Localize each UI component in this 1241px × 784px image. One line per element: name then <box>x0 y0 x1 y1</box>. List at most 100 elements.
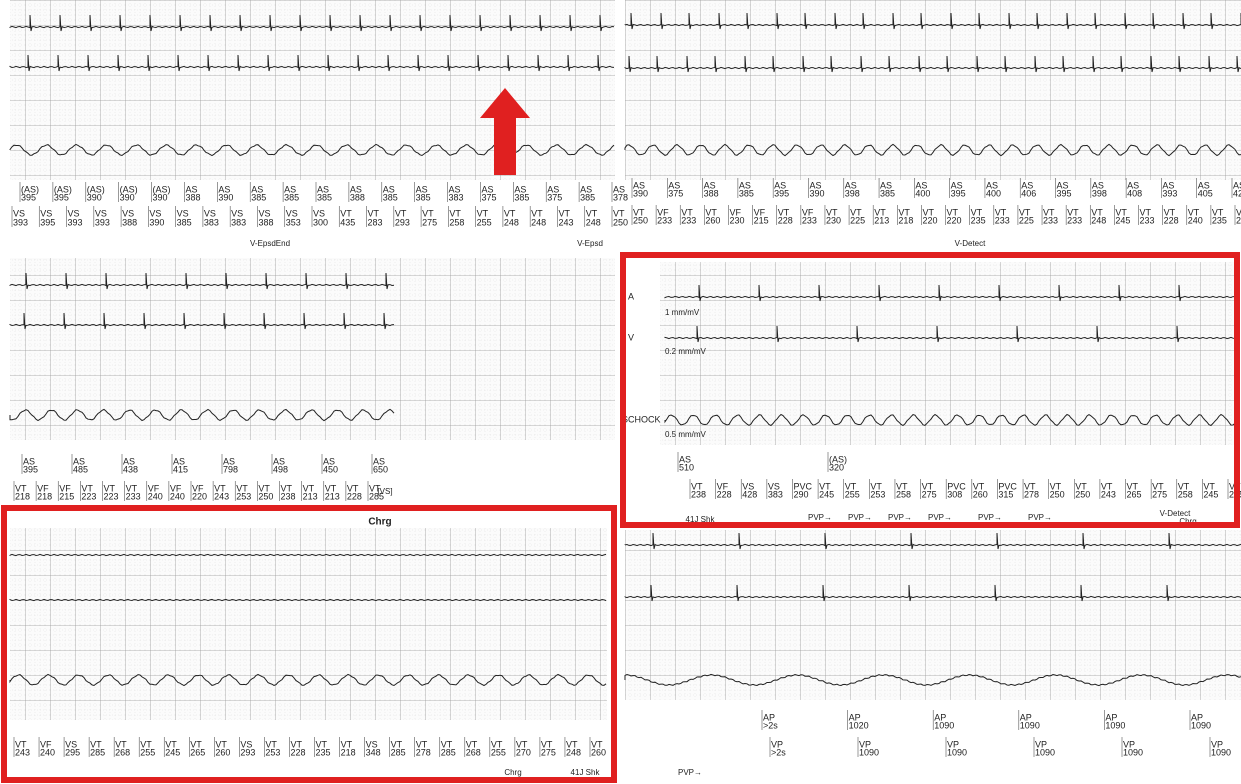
marker-interval: 320 <box>829 462 844 472</box>
marker-interval: 348 <box>366 747 381 757</box>
marker-interval: 215 <box>754 215 769 225</box>
annotation: V-EpsdEnd <box>250 239 290 248</box>
marker-interval: 395 <box>951 188 966 198</box>
ecg-printout: (AS)395(AS)395(AS)390(AS)390(AS)390AS388… <box>0 0 1241 784</box>
marker-interval: 218 <box>341 747 356 757</box>
marker-interval: 233 <box>1067 215 1082 225</box>
marker-interval: 388 <box>258 217 273 227</box>
marker-interval: 295 <box>65 747 80 757</box>
marker-interval: 260 <box>973 489 988 499</box>
scale-label: 1 mm/mV <box>665 308 700 317</box>
marker-interval: 248 <box>586 217 601 227</box>
marker-interval: 395 <box>40 217 55 227</box>
marker-interval: 245 <box>1203 489 1218 499</box>
marker-interval: 213 <box>325 491 340 501</box>
marker-interval: 253 <box>236 491 251 501</box>
marker-interval: 395 <box>774 188 789 198</box>
marker-interval: 253 <box>870 489 885 499</box>
channel-label: A <box>628 291 634 301</box>
marker-interval: 1090 <box>1123 747 1143 757</box>
marker-interval: 255 <box>491 747 506 757</box>
marker-interval: 385 <box>317 192 332 202</box>
annotation: V-Detect <box>955 239 986 248</box>
marker-interval: 378 <box>613 192 628 202</box>
marker-interval: 650 <box>373 464 388 474</box>
marker-interval: 223 <box>81 491 96 501</box>
marker-interval: 250 <box>633 215 648 225</box>
marker-interval: 258 <box>896 489 911 499</box>
marker-interval: 220 <box>1236 215 1241 225</box>
marker-interval: 228 <box>290 747 305 757</box>
marker-interval: 290 <box>793 489 808 499</box>
marker-interval: 1090 <box>1105 720 1125 730</box>
marker-interval: 245 <box>1115 215 1130 225</box>
grid-paper <box>10 528 607 720</box>
marker-interval: 218 <box>15 491 30 501</box>
annotation: Chrg <box>504 768 521 777</box>
marker-interval: 233 <box>681 215 696 225</box>
marker-interval: 268 <box>115 747 130 757</box>
marker-interval: 395 <box>54 192 69 202</box>
marker-interval: 225 <box>850 215 865 225</box>
marker-interval: 390 <box>149 217 164 227</box>
marker-interval: 385 <box>580 192 595 202</box>
marker-interval: 390 <box>87 192 102 202</box>
marker-interval: 240 <box>148 491 163 501</box>
marker-interval: 275 <box>922 489 937 499</box>
marker-interval: 250 <box>1075 489 1090 499</box>
annotation: PVP→ <box>888 513 912 522</box>
marker-interval: 1090 <box>1211 747 1231 757</box>
marker-interval: 275 <box>422 217 437 227</box>
marker-interval: 275 <box>541 747 556 757</box>
marker-interval: 240 <box>170 491 185 501</box>
marker-interval: 1020 <box>849 720 869 730</box>
marker-interval: 245 <box>819 489 834 499</box>
marker-interval: 375 <box>668 188 683 198</box>
marker-interval: 228 <box>778 215 793 225</box>
marker-interval: 223 <box>104 491 119 501</box>
marker-interval: 255 <box>477 217 492 227</box>
marker-interval: 395 <box>1057 188 1072 198</box>
marker-interval: 388 <box>350 192 365 202</box>
marker-interval: 268 <box>466 747 481 757</box>
marker-interval: 230 <box>729 215 744 225</box>
marker-interval: 230 <box>826 215 841 225</box>
marker-interval: 243 <box>214 491 229 501</box>
marker-interval: 393 <box>13 217 28 227</box>
marker-interval: 385 <box>880 188 895 198</box>
marker-interval: 218 <box>898 215 913 225</box>
marker-interval: 228 <box>1164 215 1179 225</box>
marker-interval: 250 <box>613 217 628 227</box>
marker-interval: 385 <box>416 192 431 202</box>
marker-interval: 1090 <box>1020 720 1040 730</box>
marker-interval: 390 <box>120 192 135 202</box>
marker-interval: 233 <box>126 491 141 501</box>
marker-interval: 248 <box>531 217 546 227</box>
marker-interval: 400 <box>915 188 930 198</box>
marker-interval: 235 <box>316 747 331 757</box>
marker-interval: 258 <box>1178 489 1193 499</box>
marker-interval: 400 <box>986 188 1001 198</box>
marker-interval: 415 <box>173 464 188 474</box>
marker-interval: 233 <box>1043 215 1058 225</box>
marker-interval: 375 <box>481 192 496 202</box>
marker-interval: 383 <box>449 192 464 202</box>
marker-interval: 248 <box>1091 215 1106 225</box>
marker-interval: >2s <box>763 720 778 730</box>
marker-interval: 408 <box>1127 188 1142 198</box>
marker-interval: 393 <box>1162 188 1177 198</box>
marker-interval: 270 <box>516 747 531 757</box>
marker-interval: >2s <box>771 747 786 757</box>
marker-interval: 275 <box>1152 489 1167 499</box>
marker-interval: 220 <box>947 215 962 225</box>
marker-interval: 383 <box>768 489 783 499</box>
marker-interval: 398 <box>845 188 860 198</box>
marker-interval: 278 <box>1024 489 1039 499</box>
annotation: PVP→ <box>978 513 1002 522</box>
marker-interval: 450 <box>323 464 338 474</box>
marker-interval: 243 <box>1101 489 1116 499</box>
marker-interval: 300 <box>313 217 328 227</box>
marker-interval: 255 <box>140 747 155 757</box>
marker-interval: 1090 <box>859 747 879 757</box>
marker-interval: 250 <box>1050 489 1065 499</box>
